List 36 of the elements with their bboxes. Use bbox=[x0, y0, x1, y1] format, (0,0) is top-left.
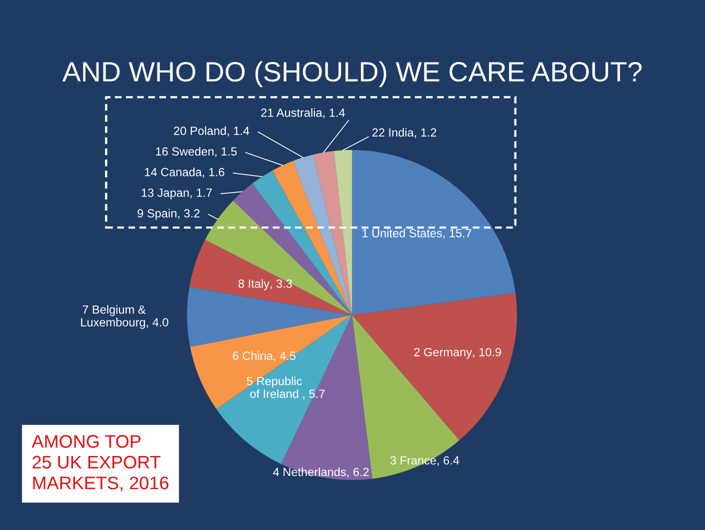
pie-slice bbox=[189, 240, 352, 315]
slice-label: 21 Australia bbox=[261, 108, 322, 117]
text: AMONG TOP 25 UK EXPORT MARKETS, 2016 bbox=[32, 435, 168, 492]
data-label: , 1.4 bbox=[323, 108, 345, 118]
data-label: , 3.2 bbox=[178, 209, 200, 219]
slice-label: 5 Republic of Ireland bbox=[246, 376, 302, 398]
data-label: , 1.6 bbox=[202, 168, 224, 178]
data-label: , 6.2 bbox=[347, 468, 369, 478]
data-label: , 5.7 bbox=[303, 390, 325, 400]
slice-label: 16 Sweden bbox=[156, 146, 214, 156]
slice-label: 2 Germany bbox=[414, 348, 472, 359]
pie-slice bbox=[352, 292, 517, 440]
data-label: , 15.7 bbox=[443, 229, 472, 239]
pie-slice bbox=[292, 154, 352, 315]
pie-slice bbox=[205, 200, 352, 315]
data-label: , 4.5 bbox=[274, 352, 296, 362]
data-label: , 1.5 bbox=[215, 147, 237, 158]
slice-label: 1 United States bbox=[362, 228, 442, 238]
pie-slice bbox=[313, 150, 352, 315]
slice-label: 14 Canada bbox=[144, 168, 202, 176]
data-label: , 1.4 bbox=[228, 126, 250, 136]
data-label: , 10.9 bbox=[473, 348, 502, 358]
slice-label: 22 India bbox=[372, 128, 414, 137]
slice-label: 7 Belgium & Luxembourg bbox=[81, 305, 146, 329]
slice-label: 13 Japan bbox=[142, 188, 189, 200]
slice-label: 9 Spain bbox=[138, 208, 176, 220]
slice-label: 6 China bbox=[232, 351, 274, 360]
slice-label: 20 Poland bbox=[174, 126, 226, 136]
pie-slice bbox=[334, 150, 352, 315]
data-label: , 1.7 bbox=[190, 188, 212, 198]
slice-label: 8 Italy bbox=[238, 279, 270, 290]
data-label: , 1.2 bbox=[414, 128, 436, 138]
chart-title: AND WHO DO (SHOULD) WE CARE ABOUT? bbox=[62, 61, 642, 88]
data-label: , 4.0 bbox=[146, 318, 168, 328]
data-label: , 6.4 bbox=[438, 456, 460, 466]
data-label: , 3.3 bbox=[270, 279, 292, 290]
